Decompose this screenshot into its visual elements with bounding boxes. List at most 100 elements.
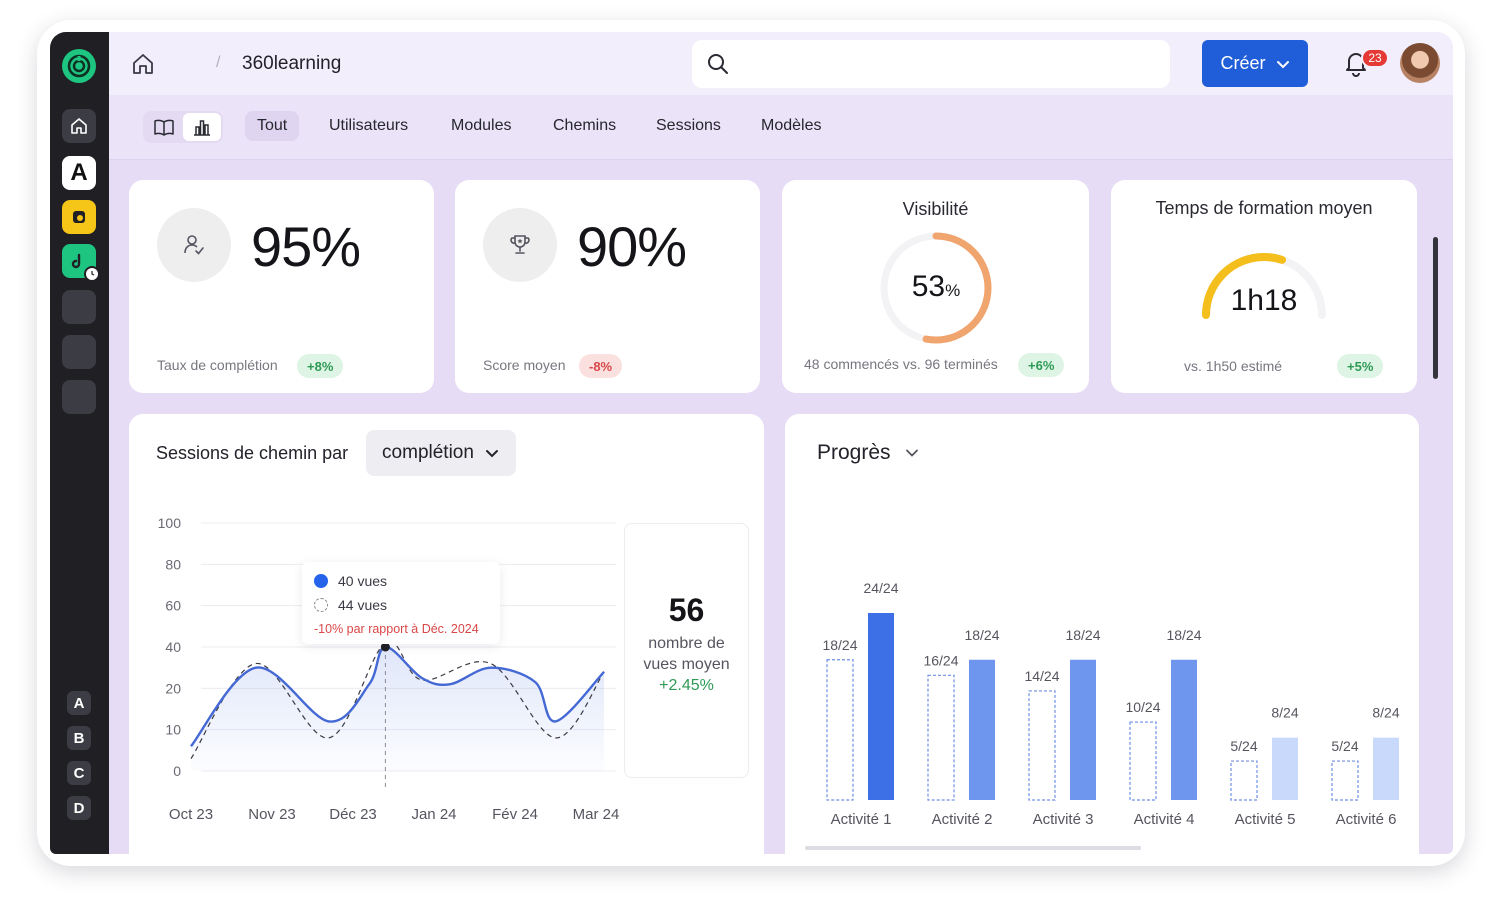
category-label: Activité 2 bbox=[932, 811, 993, 828]
training-time-gauge bbox=[1202, 253, 1326, 319]
category-label: Activité 1 bbox=[831, 811, 892, 828]
completion-delta-badge: +8% bbox=[297, 354, 344, 378]
training-time-gauge-arc bbox=[1202, 253, 1326, 319]
sidebar-letter-d[interactable]: D bbox=[67, 796, 91, 820]
tab-all[interactable]: Tout bbox=[245, 111, 300, 141]
x-tick-label: Fév 24 bbox=[492, 806, 538, 823]
sidebar-app-green-icon[interactable] bbox=[62, 244, 100, 282]
series-dashed-marker bbox=[314, 598, 328, 612]
chart-tooltip: 40 vues 44 vues -10% par rapport à Déc. … bbox=[302, 562, 500, 644]
y-tick-label: 10 bbox=[165, 722, 181, 738]
visibility-value: 53 bbox=[911, 270, 946, 303]
tooltip-note: -10% par rapport à Déc. 2024 bbox=[314, 622, 479, 636]
create-button[interactable]: Créer bbox=[1202, 40, 1308, 87]
tab-users[interactable]: Utilisateurs bbox=[329, 117, 409, 134]
average-views-value: 56 bbox=[668, 592, 705, 628]
series-line-solid bbox=[190, 645, 605, 747]
chevron-down-icon bbox=[1276, 60, 1289, 68]
sidebar: A A B C D bbox=[50, 32, 109, 854]
bar-outline-label: 5/24 bbox=[1331, 738, 1358, 754]
sidebar-home-icon[interactable] bbox=[62, 109, 96, 143]
bar-solid-label: 8/24 bbox=[1271, 705, 1298, 721]
horizontal-scrollbar[interactable] bbox=[805, 846, 1141, 850]
bar-solid bbox=[868, 613, 894, 800]
sessions-card-title: Sessions de chemin par bbox=[156, 443, 349, 463]
average-score-label: Score moyen bbox=[483, 357, 566, 373]
clock-badge-icon bbox=[84, 266, 100, 282]
sidebar-app-placeholder[interactable] bbox=[62, 380, 96, 414]
x-tick-label: Mar 24 bbox=[573, 806, 620, 823]
line-chart: 0 10 20 40 60 80 100 Oct 23 Nov 23 Déc 23 Jan 24 Fé… bbox=[158, 515, 620, 823]
tab-paths[interactable]: Chemins bbox=[553, 117, 617, 134]
training-time-delta-badge: +5% bbox=[1337, 354, 1384, 378]
app-logo-icon[interactable] bbox=[62, 49, 96, 83]
bar-outline bbox=[927, 674, 955, 801]
sidebar-app-placeholder[interactable] bbox=[62, 290, 96, 324]
visibility-footer: 48 commencés vs. 96 terminés bbox=[804, 356, 998, 372]
progress-title: Progrès bbox=[817, 441, 891, 464]
training-time-value: 1h18 bbox=[1230, 284, 1298, 317]
average-score-card: 90% Score moyen -8% bbox=[455, 180, 760, 393]
bar-solid bbox=[1272, 737, 1298, 800]
chevron-down-icon bbox=[905, 449, 918, 457]
book-view-icon[interactable] bbox=[145, 113, 183, 141]
bar-outline-label: 14/24 bbox=[1024, 668, 1059, 684]
tab-templates[interactable]: Modèles bbox=[761, 117, 822, 134]
scrollbar-thumb[interactable] bbox=[1433, 237, 1438, 379]
visibility-card: Visibilité 53% 48 commencés vs. 96 termi… bbox=[782, 180, 1089, 393]
progress-dropdown[interactable]: Progrès bbox=[817, 441, 919, 465]
chart-view-icon[interactable] bbox=[183, 113, 221, 141]
completion-rate-label: Taux de complétion bbox=[157, 357, 278, 373]
main-area: / 360learning Créer 23 bbox=[109, 32, 1453, 854]
y-tick-label: 0 bbox=[173, 763, 181, 779]
search-icon bbox=[708, 54, 728, 74]
filter-tabs-bar: Tout Utilisateurs Modules Chemins Sessio… bbox=[109, 95, 1453, 160]
user-check-icon bbox=[157, 208, 231, 282]
category-label: Activité 6 bbox=[1336, 811, 1397, 828]
highlight-point bbox=[380, 642, 390, 652]
visibility-unit: % bbox=[945, 281, 961, 300]
bar-outline-label: 18/24 bbox=[822, 637, 857, 653]
training-time-title: Temps de formation moyen bbox=[1155, 198, 1373, 218]
bar-solid bbox=[1070, 659, 1096, 800]
app-screen: A A B C D / 360learning C bbox=[50, 32, 1453, 854]
sidebar-letter-b[interactable]: B bbox=[67, 726, 91, 750]
bell-icon[interactable] bbox=[1342, 49, 1370, 77]
x-tick-label: Oct 23 bbox=[169, 806, 213, 823]
completion-dropdown[interactable]: complétion bbox=[366, 430, 516, 476]
category-label: Activité 5 bbox=[1235, 811, 1296, 828]
search-bar[interactable] bbox=[692, 40, 1170, 88]
visibility-gauge-arc bbox=[880, 232, 992, 344]
sidebar-app-a[interactable]: A bbox=[62, 156, 96, 190]
bar-chart: 18/24 24/24 Activité 1 16/24 18/24 Activité 2… bbox=[822, 580, 1399, 828]
average-score-value: 90% bbox=[577, 215, 687, 278]
completion-rate-value: 95% bbox=[251, 215, 361, 278]
avatar[interactable] bbox=[1400, 43, 1440, 83]
completion-rate-card: 95% Taux de complétion +8% bbox=[129, 180, 434, 393]
bar-outline bbox=[826, 659, 854, 801]
category-label: Activité 3 bbox=[1033, 811, 1094, 828]
bar-solid-label: 18/24 bbox=[1166, 627, 1201, 643]
sidebar-app-yellow-icon[interactable] bbox=[62, 200, 96, 234]
trophy-icon bbox=[483, 208, 557, 282]
sidebar-letter-a[interactable]: A bbox=[67, 691, 91, 715]
visibility-gauge bbox=[880, 232, 992, 344]
breadcrumb-separator: / bbox=[216, 54, 221, 71]
tab-modules[interactable]: Modules bbox=[451, 117, 512, 134]
progress-card: Progrès 18/24 24/24 Activité 1 16/24 18/24 Ac… bbox=[785, 414, 1419, 854]
breadcrumb-title[interactable]: 360learning bbox=[242, 53, 342, 74]
y-tick-label: 100 bbox=[158, 515, 182, 531]
bar-outline-label: 16/24 bbox=[923, 652, 958, 668]
bar-outline bbox=[1028, 690, 1056, 801]
tab-sessions[interactable]: Sessions bbox=[656, 117, 721, 134]
bar-solid bbox=[1171, 659, 1197, 800]
bar-solid bbox=[1373, 737, 1399, 800]
bar-outline-label: 10/24 bbox=[1125, 699, 1160, 715]
average-views-panel: 56 nombre de vues moyen +2.45% bbox=[624, 523, 749, 778]
search-input[interactable] bbox=[744, 48, 1154, 80]
home-icon[interactable] bbox=[131, 52, 155, 76]
sidebar-app-placeholder[interactable] bbox=[62, 335, 96, 369]
series-line-dashed bbox=[190, 640, 605, 759]
sidebar-letter-c[interactable]: C bbox=[67, 761, 91, 785]
average-views-delta: +2.45% bbox=[659, 677, 714, 694]
